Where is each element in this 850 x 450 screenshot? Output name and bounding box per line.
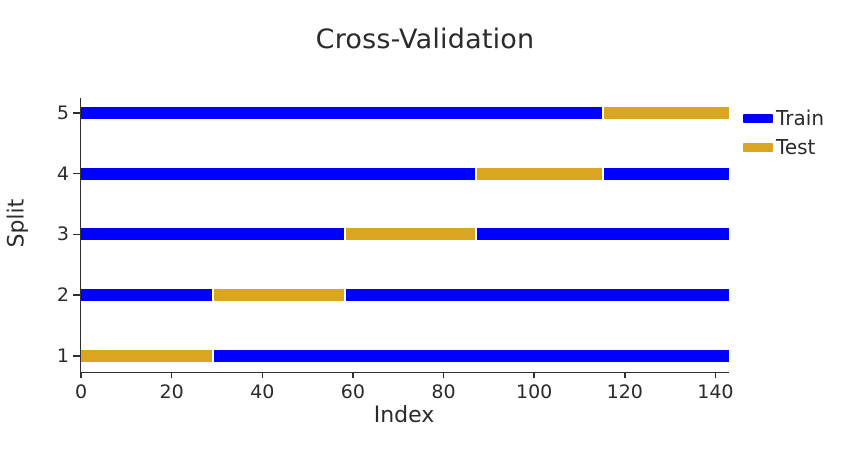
y-tick-label: 4 xyxy=(56,162,69,185)
x-tick xyxy=(714,372,717,378)
legend-label-train: Train xyxy=(776,106,824,130)
chart-title: Cross-Validation xyxy=(315,24,535,55)
x-tick-label: 60 xyxy=(340,381,365,403)
test-color-swatch xyxy=(743,142,773,152)
train-bar-segment xyxy=(477,228,729,241)
cv-bar-row xyxy=(81,167,729,180)
train-bar-segment xyxy=(604,167,729,180)
train-bar-segment xyxy=(81,228,344,241)
cv-bar-row xyxy=(81,349,729,362)
x-tick-label: 40 xyxy=(250,381,275,403)
train-bar-segment xyxy=(81,107,603,119)
train-color-swatch xyxy=(743,113,773,123)
x-tick-label: 100 xyxy=(516,381,553,403)
train-bar-segment xyxy=(345,289,729,302)
x-tick xyxy=(624,372,626,378)
train-bar-segment xyxy=(81,167,476,180)
y-tick-label: 3 xyxy=(56,223,69,246)
x-tick-label: 140 xyxy=(697,381,734,403)
test-bar-segment xyxy=(345,228,476,241)
train-bar-segment xyxy=(214,349,729,362)
train-bar-segment xyxy=(81,289,213,302)
legend: Train Test xyxy=(743,108,824,166)
y-tick xyxy=(72,112,80,114)
x-tick-label: 80 xyxy=(431,381,456,403)
y-tick xyxy=(72,233,80,236)
y-tick-label: 1 xyxy=(56,344,69,367)
test-bar-segment xyxy=(477,167,603,180)
y-axis-title: Split xyxy=(4,198,30,248)
y-tick-label: 5 xyxy=(56,102,69,124)
x-tick xyxy=(261,372,263,378)
x-tick xyxy=(442,372,445,378)
plot-area: 0 20 40 60 80 100 120 140 1 2 3 4 5 xyxy=(57,98,734,403)
y-tick xyxy=(72,294,80,296)
x-tick xyxy=(352,372,354,378)
x-tick-label: 20 xyxy=(159,381,184,403)
y-tick-label: 2 xyxy=(56,284,69,307)
test-bar-segment xyxy=(81,349,213,362)
x-tick xyxy=(80,372,82,378)
legend-label-test: Test xyxy=(776,135,816,159)
y-tick xyxy=(72,355,80,357)
x-tick-label: 120 xyxy=(606,381,643,403)
x-tick-label: 0 xyxy=(74,381,88,403)
legend-item-train[interactable]: Train xyxy=(743,108,824,128)
x-axis-title: Index xyxy=(373,403,435,428)
x-tick xyxy=(533,372,535,378)
test-bar-segment xyxy=(214,289,344,302)
y-tick xyxy=(72,172,80,175)
test-bar-segment xyxy=(604,107,729,119)
cv-bar-row xyxy=(81,289,729,302)
x-tick xyxy=(170,372,173,378)
cv-bar-row xyxy=(81,107,729,119)
cv-bar-row xyxy=(81,228,729,241)
legend-item-test[interactable]: Test xyxy=(743,137,824,157)
